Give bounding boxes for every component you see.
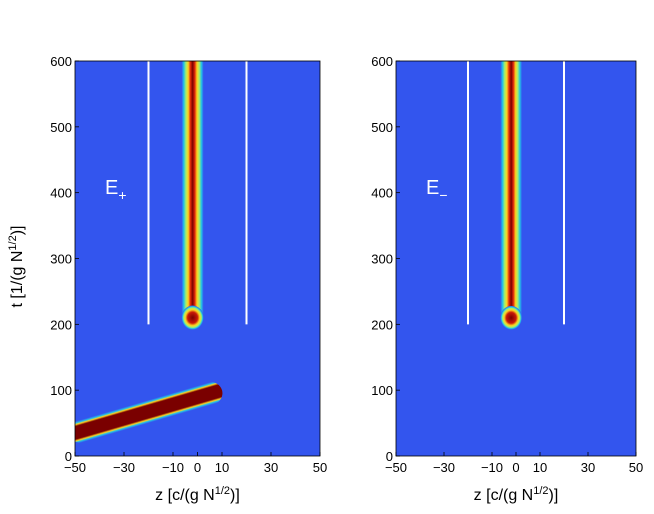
y-tick-label: 300: [371, 252, 393, 267]
guide-lines: [467, 61, 565, 325]
y-axis-ticks: 0 100 200 300 400 500 600: [50, 54, 79, 464]
x-tick-label: −30: [433, 460, 455, 475]
x-axis-ticks: −50 −30 −10 0 10 30 50: [385, 452, 643, 475]
heatmap-marks: [500, 61, 522, 330]
panel-label: E−: [426, 177, 448, 203]
x-tick-label: 10: [533, 460, 547, 475]
y-tick-label: 0: [65, 449, 72, 464]
vertical-beam: [500, 61, 522, 320]
y-tick-label: 200: [50, 317, 72, 332]
y-axis-label: t [1/(g N1/2)]: [7, 226, 26, 308]
x-axis-label: z [c/(g N1/2)]: [155, 485, 240, 504]
beam-onset-cap: [500, 305, 522, 330]
heatmap-marks: [75, 61, 223, 443]
x-tick-label: 50: [629, 460, 643, 475]
y-tick-label: 600: [50, 54, 72, 69]
y-axis-ticks: 0 100 200 300 400 500 600: [371, 54, 400, 464]
y-tick-label: 500: [50, 120, 72, 135]
x-tick-label: −50: [64, 460, 86, 475]
y-tick-label: 600: [371, 54, 393, 69]
vertical-beam: [181, 61, 204, 320]
x-tick-label: 50: [313, 460, 327, 475]
x-tick-label: 0: [512, 460, 519, 475]
guide-lines: [147, 61, 248, 325]
x-tick-label: −10: [481, 460, 503, 475]
oblique-beam: [75, 382, 223, 443]
y-tick-label: 100: [50, 383, 72, 398]
x-tick-label: −10: [162, 460, 184, 475]
x-axis-label: z [c/(g N1/2)]: [474, 485, 559, 504]
y-tick-label: 400: [50, 186, 72, 201]
y-tick-label: 200: [371, 317, 393, 332]
y-tick-label: 300: [50, 252, 72, 267]
oblique-beam-group: [75, 382, 223, 443]
x-axis-ticks: −50 −30 −10 0 10 30 50: [64, 452, 327, 475]
x-tick-label: 30: [581, 460, 595, 475]
x-tick-label: 30: [264, 460, 278, 475]
x-tick-label: 10: [215, 460, 229, 475]
y-tick-label: 100: [371, 383, 393, 398]
beam-onset-cap: [181, 305, 204, 330]
x-tick-label: −30: [113, 460, 135, 475]
y-tick-label: 500: [371, 120, 393, 135]
panel-label: E+: [105, 177, 127, 203]
x-tick-label: −50: [385, 460, 407, 475]
x-tick-label: 0: [194, 460, 201, 475]
y-tick-label: 0: [386, 449, 393, 464]
y-tick-label: 400: [371, 186, 393, 201]
